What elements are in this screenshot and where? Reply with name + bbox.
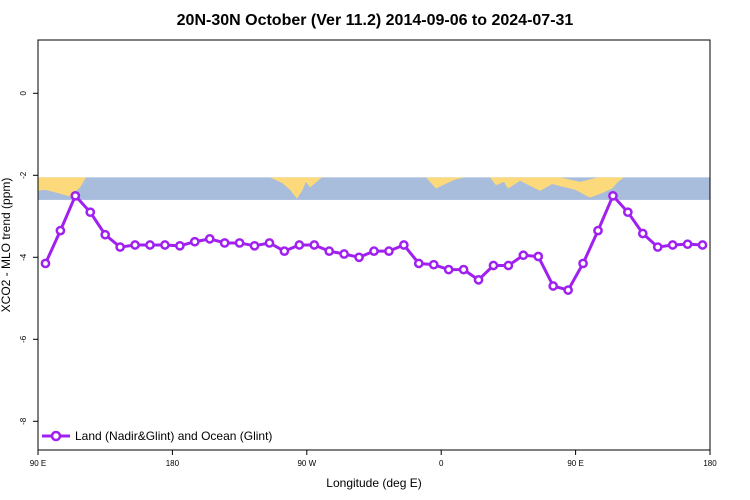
data-point: [608, 190, 618, 201]
y-tick-label: -2: [19, 171, 28, 179]
data-point: [533, 251, 544, 262]
x-tick-label: 90 E: [30, 459, 46, 468]
landmass-americas: [270, 177, 322, 199]
data-point: [413, 258, 424, 269]
data-point: [309, 240, 320, 250]
data-point: [204, 234, 215, 244]
data-point: [428, 259, 439, 270]
data-point: [667, 240, 678, 250]
y-tick-label: -4: [19, 253, 28, 261]
data-point: [697, 240, 708, 250]
data-point: [369, 246, 379, 256]
data-point: [473, 275, 484, 285]
data-point: [652, 242, 663, 252]
landmass-africa-asia: [426, 177, 624, 198]
data-point: [130, 240, 140, 250]
data-point: [384, 246, 394, 256]
data-point: [279, 246, 290, 256]
data-point: [85, 207, 96, 218]
data-point: [234, 238, 245, 248]
data-point: [55, 225, 66, 236]
data-point: [593, 225, 603, 236]
plot-frame: [37, 39, 711, 451]
data-point: [40, 258, 51, 269]
x-axis-label: Longitude (deg E): [326, 476, 421, 490]
y-tick-label: 0: [19, 91, 28, 96]
data-point: [160, 240, 170, 250]
data-point: [443, 264, 454, 275]
data-point: [503, 260, 514, 271]
data-point: [399, 240, 409, 250]
x-tick-label: 180: [166, 459, 180, 468]
y-axis-label: XCO2 - MLO trend (ppm): [0, 178, 13, 313]
data-point: [100, 229, 111, 240]
series-layer: [40, 190, 708, 295]
data-point: [219, 238, 230, 248]
data-point: [518, 250, 529, 261]
data-point: [637, 228, 648, 239]
data-point: [548, 281, 559, 291]
data-point: [324, 246, 335, 256]
x-axis: 90 E 180 90 W 0 90 E 180: [30, 450, 717, 468]
legend: Land (Nadir&Glint) and Ocean (Glint): [42, 429, 272, 443]
x-tick-label: 90 W: [297, 459, 316, 468]
legend-marker: [50, 430, 62, 442]
y-tick-label: -8: [19, 417, 28, 425]
data-point: [70, 190, 81, 201]
x-tick-label: 90 E: [567, 459, 583, 468]
legend-entry-label: Land (Nadir&Glint) and Ocean (Glint): [75, 429, 272, 443]
map-land: [38, 177, 624, 199]
landmass-north-africa: [426, 177, 465, 189]
data-point: [249, 240, 260, 251]
data-point: [175, 240, 185, 251]
data-point: [458, 264, 469, 275]
data-point: [354, 252, 364, 263]
y-axis: 0 -2 -4 -6 -8: [19, 91, 38, 425]
data-point: [578, 258, 588, 269]
data-point: [145, 240, 155, 250]
world-map-strip: [38, 177, 710, 200]
data-point: [294, 240, 305, 250]
series-line: [44, 194, 703, 292]
data-point: [563, 285, 573, 295]
data-point: [189, 236, 200, 247]
data-point: [339, 249, 349, 259]
data-point: [115, 242, 125, 252]
x-tick-label: 0: [439, 459, 444, 468]
data-point: [682, 239, 693, 250]
data-point: [623, 207, 633, 218]
x-tick-label: 180: [703, 459, 717, 468]
data-point: [264, 238, 275, 248]
y-tick-label: -6: [19, 335, 28, 343]
chart-title: 20N-30N October (Ver 11.2) 2014-09-06 to…: [177, 12, 574, 29]
data-point: [488, 260, 499, 271]
